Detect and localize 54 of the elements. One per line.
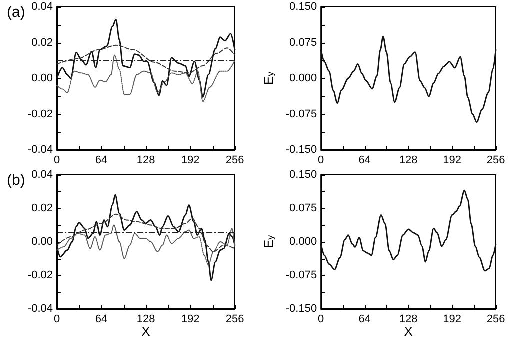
y-tick-label: -0.02 [28,270,53,282]
line-series [56,44,236,74]
y-tick-label: 0.150 [290,1,318,13]
line-series [56,214,236,253]
y-tick-label: 0.02 [32,36,53,49]
x-tick-label: 64 [358,154,371,166]
line-series [56,194,236,282]
line-series [320,36,497,124]
x-tick-label: 192 [181,154,200,166]
x-tick-label: 192 [181,314,200,326]
x-tick-label: 0 [54,154,60,166]
x-tick-label: 192 [443,314,462,326]
chart-title: (a) [7,4,26,21]
y-tick-label: 0.00 [32,236,53,248]
x-tick-label: 64 [95,314,108,326]
x-tick-label: 0 [318,314,324,326]
x-tick-label: 0 [318,154,324,166]
y-tick-label: 0.000 [290,72,318,84]
y-tick-label: 0.04 [32,1,53,13]
x-tick-label: 64 [95,154,108,166]
x-tick-label: 256 [486,314,506,326]
x-axis-title: X [142,324,151,339]
y-tick-label: -0.075 [286,270,318,282]
y-tick-label: 0.04 [32,169,53,181]
y-tick-label: 0.075 [290,36,318,49]
chart-title: (b) [7,172,26,189]
x-tick-label: 128 [136,154,156,166]
line-series [56,54,236,102]
y-tick-label: -0.150 [286,303,318,315]
x-tick-label: 128 [136,314,156,326]
y-tick-label: 0.075 [290,202,318,214]
y-axis-title: Ey [261,234,276,249]
y-tick-label: -0.150 [286,144,318,156]
line-series [56,18,236,98]
line-series [320,190,497,272]
y-tick-label: 0.150 [290,169,318,181]
y-tick-label: 0.02 [32,202,53,214]
x-tick-label: 256 [226,154,244,166]
line-series [56,224,236,266]
x-tick-label: 128 [399,154,418,166]
x-tick-label: 256 [486,154,506,166]
x-tick-label: 256 [226,314,244,326]
y-tick-label: -0.075 [286,108,318,120]
x-tick-label: 0 [54,314,60,326]
x-tick-label: 128 [399,314,418,326]
x-tick-label: 64 [358,314,371,326]
x-tick-label: 192 [443,154,462,166]
y-tick-label: 0.00 [32,72,53,84]
y-tick-label: -0.04 [28,144,53,156]
y-tick-label: -0.04 [28,303,53,315]
y-tick-label: -0.02 [28,108,53,120]
y-tick-label: 0.000 [290,236,318,248]
y-axis-title: Ey [261,71,276,86]
x-axis-title: X [404,324,414,339]
